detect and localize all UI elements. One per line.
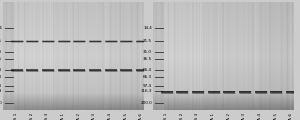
Text: 55.4: 55.4: [0, 68, 2, 72]
Text: 116.3: 116.3: [0, 89, 2, 93]
Text: CA 1: CA 1: [211, 113, 215, 120]
Text: 31.0: 31.0: [143, 50, 152, 54]
Text: 97.4: 97.4: [143, 84, 152, 88]
Text: MSS 3: MSS 3: [196, 113, 200, 120]
Text: 200.0: 200.0: [0, 101, 2, 105]
Text: 200.0: 200.0: [140, 101, 152, 105]
Text: 36.5: 36.5: [143, 57, 152, 61]
Text: 31.0: 31.0: [0, 50, 2, 54]
Text: 21.5: 21.5: [143, 39, 152, 43]
Text: CA 3: CA 3: [242, 113, 247, 120]
Text: CA 2: CA 2: [227, 113, 231, 120]
Text: MSS 2: MSS 2: [180, 113, 184, 120]
Text: CA 5: CA 5: [274, 113, 278, 120]
Text: MSS 2: MSS 2: [30, 113, 34, 120]
Text: 36.5: 36.5: [0, 57, 2, 61]
Text: 97.4: 97.4: [0, 84, 2, 88]
Text: MSS 3: MSS 3: [46, 113, 50, 120]
Bar: [3, 2, 13, 110]
Text: 55.4: 55.4: [143, 68, 152, 72]
Text: MSS 1: MSS 1: [164, 113, 168, 120]
Text: CA 2: CA 2: [77, 113, 81, 120]
Text: 66.3: 66.3: [0, 75, 2, 79]
Text: CA 4: CA 4: [258, 113, 262, 120]
Text: CA 1: CA 1: [61, 113, 65, 120]
Text: CA 6: CA 6: [290, 113, 293, 120]
Text: 14.4: 14.4: [143, 26, 152, 30]
Bar: [153, 2, 164, 110]
Text: 116.3: 116.3: [140, 89, 152, 93]
Text: 21.5: 21.5: [0, 39, 2, 43]
Text: 14.4: 14.4: [0, 26, 2, 30]
Text: CA 6: CA 6: [140, 113, 143, 120]
Text: CA 5: CA 5: [124, 113, 128, 120]
Text: 66.3: 66.3: [143, 75, 152, 79]
Text: CA 3: CA 3: [92, 113, 97, 120]
Text: CA 4: CA 4: [108, 113, 112, 120]
Text: MSS 1: MSS 1: [14, 113, 18, 120]
